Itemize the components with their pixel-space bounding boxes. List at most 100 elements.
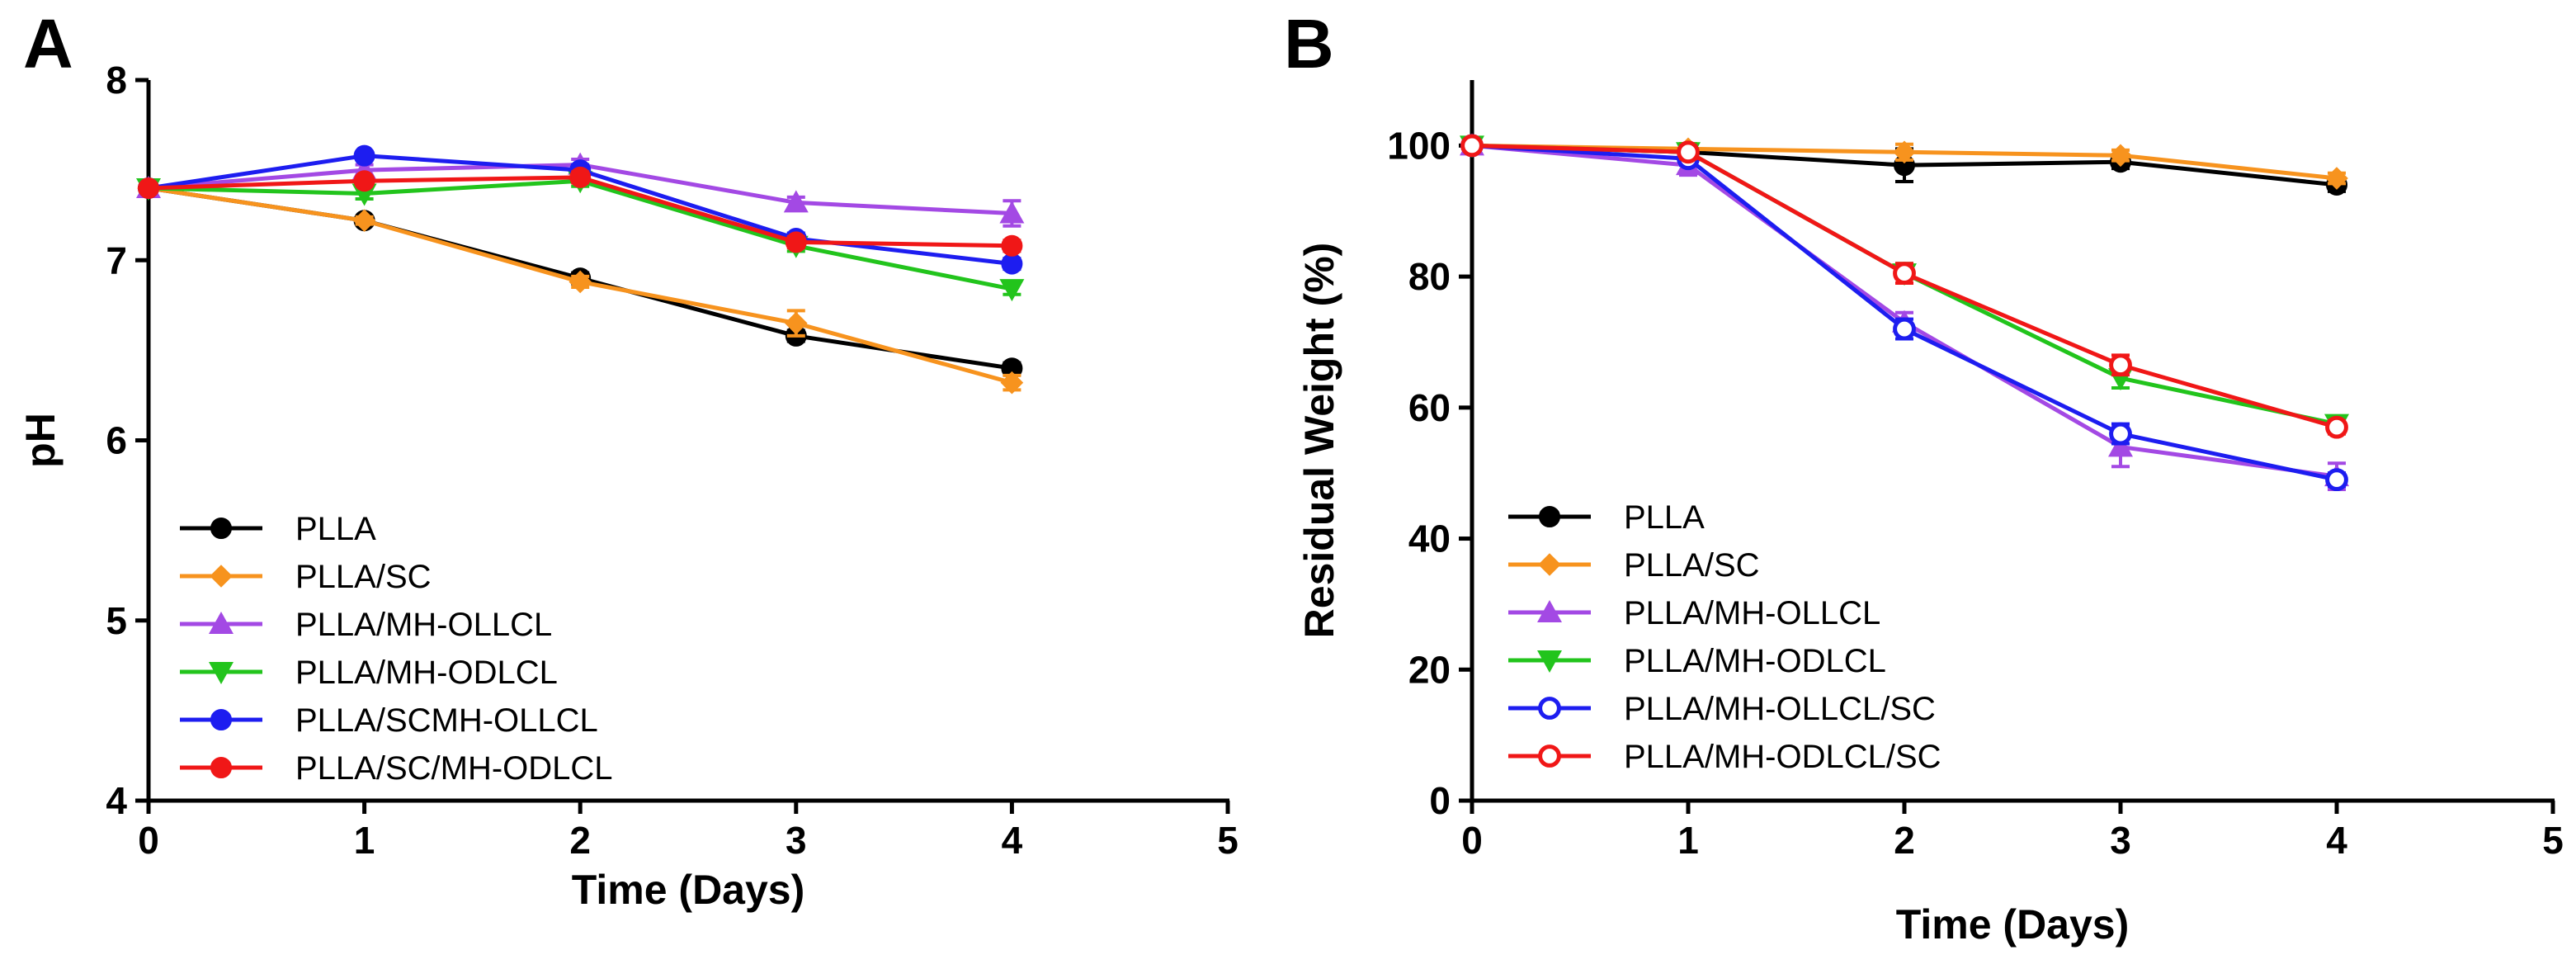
data-point (353, 144, 375, 167)
legend-item-plla-sc: PLLA/SC (180, 559, 432, 595)
y-tick-label: 0 (1429, 779, 1451, 822)
data-point (569, 270, 592, 294)
data-point (2108, 434, 2133, 457)
y-tick-label: 6 (106, 419, 127, 462)
legend-marker (1538, 697, 1561, 720)
legend-label: PLLA/MH-ODLCL/SC (1624, 739, 1941, 775)
x-tick-label: 0 (1461, 819, 1483, 862)
series-plla-scmh-ollcl (138, 144, 1023, 275)
data-point (1001, 234, 1023, 257)
x-tick-label: 1 (354, 819, 375, 862)
data-point (1460, 134, 1484, 158)
data-point (2109, 144, 2132, 168)
y-tick-label: 100 (1387, 124, 1451, 167)
x-tick-label: 4 (1002, 819, 1023, 862)
data-point (785, 231, 807, 253)
legend-marker (210, 518, 232, 539)
x-tick-label: 4 (2326, 819, 2347, 862)
data-point (783, 190, 809, 213)
legend-marker (209, 612, 234, 634)
x-tick-label: 5 (1217, 819, 1238, 862)
data-point (352, 209, 376, 233)
legend-label: PLLA/SC (1624, 547, 1760, 584)
legend-item-plla-sc: PLLA/SC (1508, 547, 1760, 584)
legend-marker (1537, 650, 1562, 673)
series-plla-sc-mh-odlcl (138, 166, 1023, 257)
legend-item-plla: PLLA (1508, 499, 1705, 536)
legend-marker (1539, 506, 1560, 527)
data-point (1001, 253, 1023, 275)
data-point (2109, 422, 2132, 446)
data-point (999, 201, 1025, 224)
axes: 0 1 2 3 4 5 4 5 6 7 8 (106, 59, 1238, 862)
legend-marker (209, 662, 234, 684)
series-line (1471, 143, 2338, 430)
legend-marker (1538, 744, 1561, 768)
legend-item-plla-mh-ollcl: PLLA/MH-OLLCL (180, 607, 552, 643)
legend-label: PLLA/MH-OLLCL (295, 607, 552, 643)
panel-b: B 0 1 2 3 4 5 0 20 40 60 80 100 Time (Days) Residual W… (1284, 5, 2564, 948)
x-tick-label: 2 (569, 819, 591, 862)
panel-letter: A (23, 5, 73, 83)
legend-item-plla-mh-odlcl-sc: PLLA/MH-ODLCL/SC (1508, 739, 1941, 775)
data-point (1893, 140, 1916, 164)
panel-letter: B (1284, 5, 1334, 83)
legend-label: PLLA/SCMH-OLLCL (295, 702, 598, 739)
data-point (2109, 353, 2132, 377)
y-tick-label: 7 (106, 239, 127, 281)
y-axis-title: pH (17, 413, 64, 468)
data-point (138, 177, 159, 199)
legend-marker (210, 565, 233, 588)
y-axis-title: Residual Weight (%) (1296, 243, 1342, 639)
data-point (1000, 371, 1024, 395)
legend-item-plla-scmh-ollcl: PLLA/SCMH-OLLCL (180, 702, 598, 739)
data-point (999, 279, 1025, 302)
legend-marker (1538, 553, 1561, 576)
y-tick-label: 4 (106, 779, 127, 822)
x-tick-label: 3 (2110, 819, 2131, 862)
data-point (1677, 140, 1700, 164)
data-point (2325, 415, 2348, 439)
data-point (569, 166, 592, 188)
legend-label: PLLA (295, 511, 376, 547)
legend-item-plla-mh-odlcl: PLLA/MH-ODLCL (1508, 643, 1886, 679)
legend-label: PLLA/MH-OLLCL (1624, 595, 1880, 631)
data-point (2325, 468, 2348, 492)
axes: 0 1 2 3 4 5 0 20 40 60 80 100 (1387, 80, 2564, 862)
y-tick-label: 40 (1408, 518, 1451, 560)
legend-label: PLLA/MH-OLLCL/SC (1624, 691, 1936, 727)
x-tick-label: 5 (2542, 819, 2564, 862)
legend-marker (1537, 600, 1562, 622)
x-tick-label: 3 (786, 819, 807, 862)
series-plla-sc (137, 177, 1024, 395)
data-point (353, 170, 375, 192)
y-tick-label: 20 (1408, 648, 1451, 691)
legend-label: PLLA/SC/MH-ODLCL (295, 750, 613, 787)
legend-label: PLLA/SC (295, 559, 432, 595)
legend: PLLA PLLA/SC PLLA/MH-OLLCL PLLA/MH-ODLCL PLL… (180, 511, 613, 787)
data-point (785, 311, 808, 335)
data-point (1893, 262, 1916, 286)
legend-label: PLLA/MH-ODLCL (295, 655, 558, 691)
legend-item-plla-mh-odlcl: PLLA/MH-ODLCL (180, 655, 558, 691)
legend-item-plla-sc-mh-odlcl: PLLA/SC/MH-ODLCL (180, 750, 613, 787)
legend-marker (210, 709, 232, 730)
legend: PLLA PLLA/SC PLLA/MH-OLLCL PLLA/MH-ODLCL PLL… (1508, 499, 1941, 775)
x-axis-title: Time (Days) (572, 867, 805, 913)
y-tick-label: 80 (1408, 255, 1451, 298)
legend-item-plla-mh-ollcl-sc: PLLA/MH-OLLCL/SC (1508, 691, 1936, 727)
legend-item-plla-mh-ollcl: PLLA/MH-OLLCL (1508, 595, 1880, 631)
data-point (2325, 167, 2348, 190)
series-plla-mh-ollcl (1460, 133, 2349, 492)
legend-item-plla: PLLA (180, 511, 376, 547)
y-tick-label: 5 (106, 599, 127, 642)
y-tick-label: 60 (1408, 386, 1451, 429)
y-tick-label: 8 (106, 59, 127, 102)
legend-label: PLLA/MH-ODLCL (1624, 643, 1886, 679)
x-tick-label: 2 (1894, 819, 1915, 862)
legend-marker (210, 757, 232, 778)
x-tick-label: 1 (1677, 819, 1699, 862)
series-plla-mh-odlcl-sc (1460, 134, 2348, 439)
